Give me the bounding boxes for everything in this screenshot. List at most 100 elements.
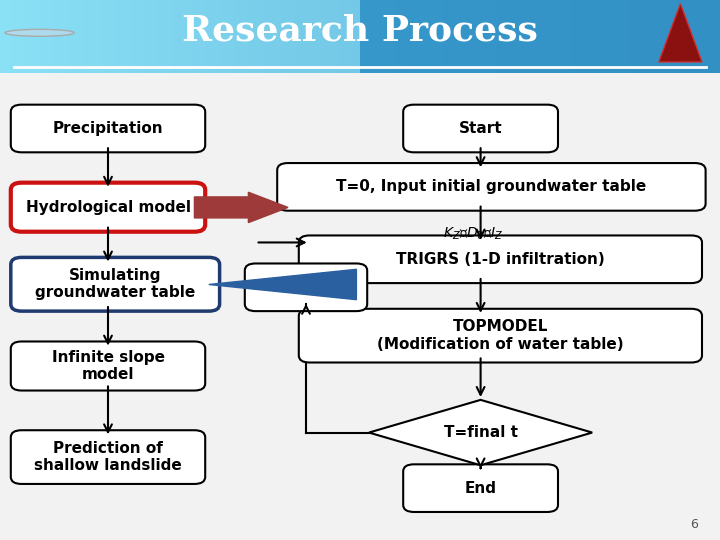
Bar bbox=[634, 0, 637, 73]
Bar bbox=[518, 0, 522, 73]
Bar bbox=[479, 0, 482, 73]
Bar bbox=[500, 0, 504, 73]
Bar bbox=[130, 0, 133, 73]
Bar bbox=[205, 0, 209, 73]
Bar bbox=[155, 0, 158, 73]
Polygon shape bbox=[194, 192, 288, 222]
Bar bbox=[601, 0, 605, 73]
Bar bbox=[162, 0, 166, 73]
Bar bbox=[364, 0, 367, 73]
Bar bbox=[220, 0, 223, 73]
Text: End: End bbox=[464, 481, 497, 496]
Bar bbox=[148, 0, 151, 73]
Bar bbox=[18, 0, 22, 73]
Bar bbox=[43, 0, 47, 73]
Bar bbox=[266, 0, 270, 73]
Bar bbox=[461, 0, 464, 73]
Bar bbox=[641, 0, 644, 73]
Text: Infinite slope
model: Infinite slope model bbox=[52, 350, 164, 382]
Bar bbox=[421, 0, 425, 73]
Bar bbox=[216, 0, 220, 73]
Bar bbox=[277, 0, 281, 73]
Bar bbox=[54, 0, 58, 73]
Bar bbox=[230, 0, 234, 73]
Bar bbox=[331, 0, 335, 73]
Bar bbox=[680, 0, 684, 73]
Bar bbox=[302, 0, 306, 73]
Text: Hydrological model: Hydrological model bbox=[25, 200, 191, 215]
Text: $K_Z$、$D_0$、$I_Z$: $K_Z$、$D_0$、$I_Z$ bbox=[443, 226, 503, 242]
Bar bbox=[299, 0, 302, 73]
Bar bbox=[598, 0, 601, 73]
Bar bbox=[547, 0, 551, 73]
Bar bbox=[61, 0, 65, 73]
Bar bbox=[169, 0, 173, 73]
Bar bbox=[176, 0, 180, 73]
Bar bbox=[234, 0, 238, 73]
Bar bbox=[619, 0, 623, 73]
Bar bbox=[194, 0, 198, 73]
Text: T=0, Input initial groundwater table: T=0, Input initial groundwater table bbox=[336, 179, 647, 194]
Bar bbox=[486, 0, 490, 73]
Bar bbox=[587, 0, 590, 73]
Bar bbox=[443, 0, 446, 73]
Bar bbox=[346, 0, 349, 73]
Bar bbox=[608, 0, 612, 73]
Bar bbox=[288, 0, 292, 73]
Text: Start: Start bbox=[459, 121, 503, 136]
Bar bbox=[454, 0, 457, 73]
Bar bbox=[65, 0, 68, 73]
Bar bbox=[263, 0, 266, 73]
Bar bbox=[90, 0, 94, 73]
Bar bbox=[173, 0, 176, 73]
Bar bbox=[227, 0, 230, 73]
Bar bbox=[630, 0, 634, 73]
Bar bbox=[97, 0, 101, 73]
Bar bbox=[403, 0, 407, 73]
Bar bbox=[439, 0, 443, 73]
FancyBboxPatch shape bbox=[245, 264, 367, 311]
Bar bbox=[14, 0, 18, 73]
Bar bbox=[572, 0, 576, 73]
Bar bbox=[223, 0, 227, 73]
FancyBboxPatch shape bbox=[299, 235, 702, 283]
Bar bbox=[4, 0, 7, 73]
Bar bbox=[652, 0, 655, 73]
Bar bbox=[407, 0, 410, 73]
Bar bbox=[94, 0, 97, 73]
Bar bbox=[666, 0, 670, 73]
Bar bbox=[101, 0, 104, 73]
Bar bbox=[662, 0, 666, 73]
Bar bbox=[140, 0, 144, 73]
Bar bbox=[655, 0, 659, 73]
Bar bbox=[36, 0, 40, 73]
Bar bbox=[115, 0, 119, 73]
Bar bbox=[324, 0, 328, 73]
Bar bbox=[511, 0, 515, 73]
Bar bbox=[310, 0, 313, 73]
Bar bbox=[616, 0, 619, 73]
FancyBboxPatch shape bbox=[299, 309, 702, 362]
Bar bbox=[119, 0, 122, 73]
Bar bbox=[144, 0, 148, 73]
Text: T=t+dt: T=t+dt bbox=[275, 280, 337, 295]
Bar bbox=[76, 0, 79, 73]
Bar bbox=[0, 0, 4, 73]
Polygon shape bbox=[659, 4, 702, 62]
Bar bbox=[716, 0, 720, 73]
Circle shape bbox=[5, 29, 74, 36]
Bar bbox=[47, 0, 50, 73]
FancyBboxPatch shape bbox=[403, 105, 558, 152]
FancyBboxPatch shape bbox=[11, 105, 205, 152]
FancyBboxPatch shape bbox=[277, 163, 706, 211]
Bar bbox=[68, 0, 72, 73]
Bar bbox=[583, 0, 587, 73]
Bar bbox=[104, 0, 108, 73]
Bar bbox=[551, 0, 554, 73]
Bar bbox=[529, 0, 533, 73]
Bar bbox=[565, 0, 569, 73]
Bar bbox=[450, 0, 454, 73]
Bar bbox=[338, 0, 342, 73]
Bar bbox=[385, 0, 389, 73]
Bar bbox=[515, 0, 518, 73]
